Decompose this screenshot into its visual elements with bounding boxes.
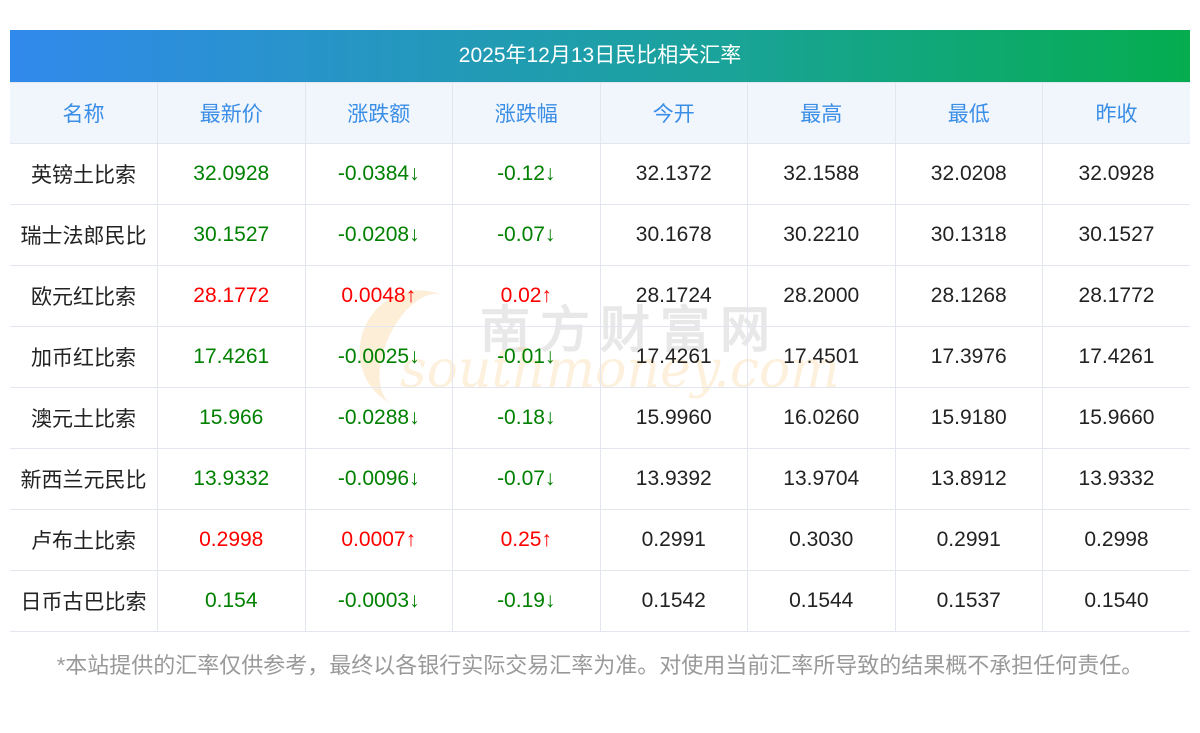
table-row: 欧元红比索 28.1772 0.0048↑ 0.02↑ 28.1724 28.2000 28… <box>10 265 1190 327</box>
cell-price: 30.1527 <box>157 204 306 266</box>
cell-low: 13.8912 <box>894 448 1043 510</box>
column-header: 涨跌幅 <box>452 82 601 144</box>
column-header: 最高 <box>747 82 896 144</box>
cell-high: 0.1544 <box>747 570 896 632</box>
table-row: 英镑土比索 32.0928 -0.0384↓ -0.12↓ 32.1372 32.1588… <box>10 143 1190 205</box>
cell-prev: 0.2998 <box>1042 509 1190 571</box>
cell-high: 0.3030 <box>747 509 896 571</box>
cell-high: 28.2000 <box>747 265 896 327</box>
table-header-row: 名称 最新价 涨跌额 涨跌幅 今开 最高 最低 昨收 <box>10 82 1190 144</box>
cell-change: -0.0384↓ <box>304 143 453 205</box>
cell-low: 30.1318 <box>894 204 1043 266</box>
cell-open: 32.1372 <box>599 143 748 205</box>
cell-prev: 0.1540 <box>1042 570 1190 632</box>
cell-pct: -0.07↓ <box>452 448 601 510</box>
cell-change: -0.0096↓ <box>304 448 453 510</box>
table-row: 卢布土比索 0.2998 0.0007↑ 0.25↑ 0.2991 0.3030 0.299… <box>10 509 1190 571</box>
cell-high: 32.1588 <box>747 143 896 205</box>
table-row: 日币古巴比索 0.154 -0.0003↓ -0.19↓ 0.1542 0.1544 0.1… <box>10 570 1190 632</box>
column-header: 最新价 <box>157 82 306 144</box>
cell-open: 13.9392 <box>599 448 748 510</box>
cell-name: 澳元土比索 <box>10 387 158 449</box>
cell-prev: 30.1527 <box>1042 204 1190 266</box>
cell-name: 加币红比索 <box>10 326 158 388</box>
cell-change: -0.0208↓ <box>304 204 453 266</box>
cell-change: -0.0288↓ <box>304 387 453 449</box>
cell-pct: -0.01↓ <box>452 326 601 388</box>
cell-high: 17.4501 <box>747 326 896 388</box>
column-header: 今开 <box>599 82 748 144</box>
cell-prev: 28.1772 <box>1042 265 1190 327</box>
cell-change: 0.0048↑ <box>304 265 453 327</box>
cell-open: 17.4261 <box>599 326 748 388</box>
cell-pct: -0.12↓ <box>452 143 601 205</box>
cell-open: 0.1542 <box>599 570 748 632</box>
cell-pct: 0.02↑ <box>452 265 601 327</box>
cell-price: 13.9332 <box>157 448 306 510</box>
cell-price: 28.1772 <box>157 265 306 327</box>
cell-low: 15.9180 <box>894 387 1043 449</box>
cell-low: 32.0208 <box>894 143 1043 205</box>
cell-price: 0.2998 <box>157 509 306 571</box>
cell-high: 16.0260 <box>747 387 896 449</box>
table-title: 2025年12月13日民比相关汇率 <box>10 30 1190 82</box>
cell-price: 0.154 <box>157 570 306 632</box>
cell-name: 新西兰元民比 <box>10 448 158 510</box>
column-header: 昨收 <box>1042 82 1190 144</box>
cell-pct: -0.19↓ <box>452 570 601 632</box>
cell-prev: 13.9332 <box>1042 448 1190 510</box>
cell-open: 15.9960 <box>599 387 748 449</box>
cell-price: 17.4261 <box>157 326 306 388</box>
cell-open: 30.1678 <box>599 204 748 266</box>
cell-name: 日币古巴比索 <box>10 570 158 632</box>
cell-open: 28.1724 <box>599 265 748 327</box>
cell-low: 17.3976 <box>894 326 1043 388</box>
cell-pct: -0.18↓ <box>452 387 601 449</box>
cell-low: 0.1537 <box>894 570 1043 632</box>
table-row: 瑞士法郎民比 30.1527 -0.0208↓ -0.07↓ 30.1678 30.221… <box>10 204 1190 266</box>
cell-name: 欧元红比索 <box>10 265 158 327</box>
cell-pct: 0.25↑ <box>452 509 601 571</box>
cell-low: 0.2991 <box>894 509 1043 571</box>
cell-prev: 17.4261 <box>1042 326 1190 388</box>
table-row: 澳元土比索 15.966 -0.0288↓ -0.18↓ 15.9960 16.0260 1… <box>10 387 1190 449</box>
cell-price: 32.0928 <box>157 143 306 205</box>
cell-name: 英镑土比索 <box>10 143 158 205</box>
cell-name: 卢布土比索 <box>10 509 158 571</box>
cell-prev: 15.9660 <box>1042 387 1190 449</box>
cell-pct: -0.07↓ <box>452 204 601 266</box>
cell-prev: 32.0928 <box>1042 143 1190 205</box>
cell-high: 13.9704 <box>747 448 896 510</box>
column-header: 涨跌额 <box>304 82 453 144</box>
cell-change: -0.0003↓ <box>304 570 453 632</box>
cell-change: 0.0007↑ <box>304 509 453 571</box>
disclaimer: *本站提供的汇率仅供参考，最终以各银行实际交易汇率为准。对使用当前汇率所导致的结… <box>56 653 1144 678</box>
cell-high: 30.2210 <box>747 204 896 266</box>
cell-low: 28.1268 <box>894 265 1043 327</box>
cell-price: 15.966 <box>157 387 306 449</box>
cell-open: 0.2991 <box>599 509 748 571</box>
cell-change: -0.0025↓ <box>304 326 453 388</box>
exchange-rate-table: 名称 最新价 涨跌额 涨跌幅 今开 最高 最低 昨收 英镑土比索 32.0928 -0.0384↓… <box>10 82 1190 632</box>
table-row: 加币红比索 17.4261 -0.0025↓ -0.01↓ 17.4261 17.4501… <box>10 326 1190 388</box>
column-header: 最低 <box>894 82 1043 144</box>
cell-name: 瑞士法郎民比 <box>10 204 158 266</box>
column-header: 名称 <box>10 82 158 144</box>
table-row: 新西兰元民比 13.9332 -0.0096↓ -0.07↓ 13.9392 13.970… <box>10 448 1190 510</box>
